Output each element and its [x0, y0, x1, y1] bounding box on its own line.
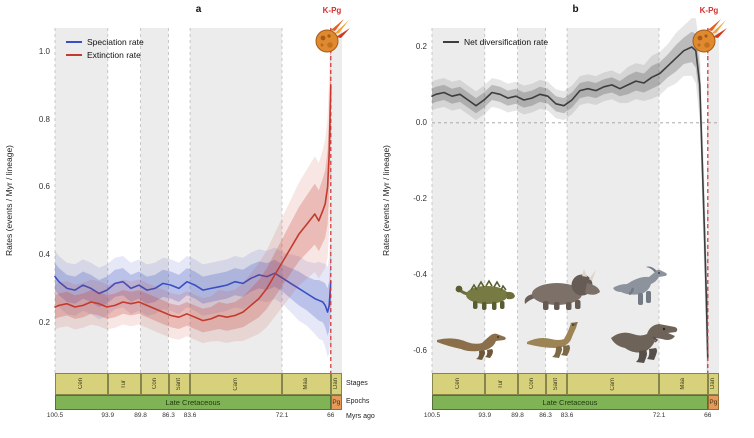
- panel-a-myrs-row: 100.5 93.9 89.8 86.3 83.6 72.1 66: [0, 412, 377, 422]
- stage-box-cen: Cen: [432, 373, 485, 395]
- stage-label: Sant: [553, 377, 560, 391]
- myrs-ago-tick-label: 100.5: [46, 412, 64, 419]
- panel-a-kpg-label: K-Pg: [322, 6, 342, 15]
- y-axis-tick-label: 0.2: [38, 317, 50, 327]
- stage-box-maa: Maa: [282, 373, 331, 395]
- panel-b-legend: Net diversification rate: [443, 37, 548, 50]
- legend-item-extinction: Extinction rate: [66, 50, 144, 60]
- stage-label: Dan: [333, 378, 340, 390]
- stage-box-cam: Cam: [567, 373, 660, 395]
- panel-b-stages-row: Cen Tur Con Sant Cam Maa Dan: [377, 373, 754, 395]
- y-axis-tick-label: 0.2: [415, 42, 427, 52]
- extinction-line-swatch: [66, 53, 82, 57]
- asteroid-icon: [691, 19, 727, 55]
- myrs-ago-tick-label: 72.1: [652, 412, 666, 419]
- stages-row-label: Stages: [346, 380, 368, 387]
- panel-b-title: b: [572, 4, 579, 15]
- panel-a-stages-row: Cen Tur Con Sant Cam Maa Dan: [0, 373, 377, 395]
- hadrosaur-image: [613, 266, 667, 305]
- epoch-box-pg: Pg: [707, 395, 719, 410]
- stage-label: Con: [528, 378, 535, 390]
- panel-a-epochs-row: Late Cretaceous Pg: [0, 395, 377, 410]
- panel-b: b Rates (events / Myr / lineage) 0.2 0.0 -…: [377, 0, 754, 438]
- stage-box-dan: Dan: [330, 373, 342, 395]
- myrs-row-label: Myrs ago: [346, 413, 375, 420]
- stage-box-maa: Maa: [659, 373, 708, 395]
- panel-b-kpg-label: K-Pg: [699, 6, 719, 15]
- stage-box-cen: Cen: [55, 373, 108, 395]
- stage-label: Cam: [233, 377, 240, 391]
- y-axis-tick-label: 0.4: [38, 250, 50, 260]
- myrs-ago-tick-label: 93.9: [101, 412, 115, 419]
- panel-b-myrs-row: 100.5 93.9 89.8 86.3 83.6 72.1 66: [377, 412, 754, 422]
- speciation-legend-label: Speciation rate: [87, 37, 144, 47]
- stage-box-con: Con: [517, 373, 546, 395]
- panel-a-title: a: [195, 4, 202, 15]
- legend-item-speciation: Speciation rate: [66, 37, 144, 47]
- panel-b-y-axis-title: Rates (events / Myr / lineage): [381, 145, 391, 257]
- dromaeosaurid-image: [437, 333, 506, 360]
- stage-label: Tur: [121, 379, 128, 389]
- stage-label: Maa: [680, 378, 687, 390]
- stage-box-dan: Dan: [707, 373, 719, 395]
- stage-label: Sant: [176, 377, 183, 391]
- stage-label: Cen: [78, 378, 85, 390]
- y-axis-tick-label: -0.2: [413, 194, 427, 204]
- epoch-box-late-cretaceous: Late Cretaceous: [432, 395, 708, 410]
- legend-item-net-diversification: Net diversification rate: [443, 37, 548, 47]
- stage-box-tur: Tur: [107, 373, 141, 395]
- stage-label: Maa: [303, 378, 310, 390]
- stage-label: Cam: [610, 377, 617, 391]
- myrs-ago-tick-label: 100.5: [423, 412, 441, 419]
- stage-label: Tur: [498, 379, 505, 389]
- stage-label: Dan: [710, 378, 717, 390]
- myrs-ago-tick-label: 66: [704, 412, 712, 419]
- y-axis-tick-label: -0.4: [413, 269, 427, 279]
- extinction-legend-label: Extinction rate: [87, 50, 141, 60]
- panel-a: a Rates (events / Myr / lineage) 0.2 0.4 0…: [0, 2, 377, 422]
- myrs-ago-tick-label: 83.6: [183, 412, 197, 419]
- myrs-ago-tick-label: 83.6: [560, 412, 574, 419]
- stage-label: Con: [151, 378, 158, 390]
- stage-box-tur: Tur: [484, 373, 518, 395]
- y-axis-tick-label: 0.6: [38, 182, 50, 192]
- speciation-line-swatch: [66, 40, 82, 44]
- panel-a-y-axis-title: Rates (events / Myr / lineage): [4, 145, 14, 257]
- tyrannosaurus-image: [611, 324, 678, 363]
- epoch-box-late-cretaceous: Late Cretaceous: [55, 395, 331, 410]
- y-axis-tick-label: 0.0: [415, 118, 427, 128]
- ceratopsian-image: [524, 269, 600, 310]
- asteroid-icon: [314, 19, 350, 55]
- y-axis-tick-label: -0.6: [413, 345, 427, 355]
- y-axis-tick-label: 1.0: [38, 47, 50, 57]
- myrs-ago-tick-label: 66: [327, 412, 335, 419]
- y-axis-tick-label: 0.8: [38, 114, 50, 124]
- myrs-ago-tick-label: 89.8: [134, 412, 147, 419]
- stage-label: Cen: [455, 378, 462, 390]
- stage-box-con: Con: [140, 373, 169, 395]
- epoch-box-pg: Pg: [330, 395, 342, 410]
- panel-b-epochs-row: Late Cretaceous Pg: [377, 395, 754, 410]
- myrs-ago-tick-label: 89.8: [511, 412, 524, 419]
- ankylosaurus-image: [455, 279, 515, 310]
- net-diversification-legend-label: Net diversification rate: [464, 37, 549, 47]
- epochs-row-label: Epochs: [346, 398, 370, 405]
- stage-box-sant: Sant: [545, 373, 568, 395]
- ornithomimid-image: [527, 322, 578, 358]
- myrs-ago-tick-label: 72.1: [275, 412, 289, 419]
- stage-box-cam: Cam: [190, 373, 283, 395]
- stage-box-sant: Sant: [168, 373, 191, 395]
- myrs-ago-tick-label: 86.3: [162, 412, 175, 419]
- myrs-ago-tick-label: 86.3: [539, 412, 552, 419]
- myrs-ago-tick-label: 93.9: [478, 412, 492, 419]
- panel-a-legend: Speciation rate Extinction rate: [66, 37, 144, 63]
- net-diversification-line-swatch: [443, 40, 459, 44]
